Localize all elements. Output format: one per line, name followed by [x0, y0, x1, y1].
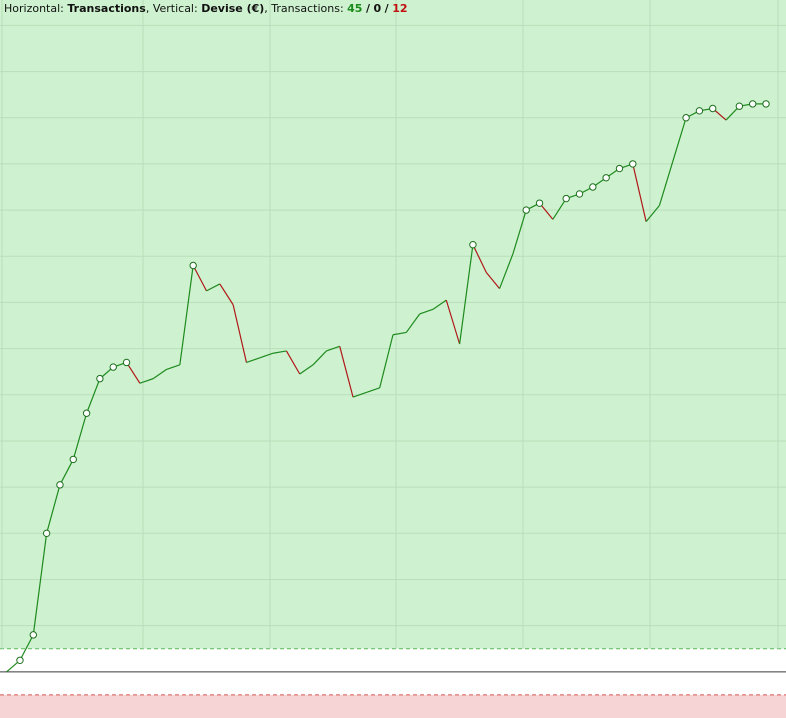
- segment-up: [152, 368, 167, 380]
- segment-up: [326, 345, 340, 352]
- segment-up: [366, 387, 380, 394]
- segment-up: [46, 484, 61, 534]
- trade-marker: [589, 183, 597, 191]
- trade-marker: [82, 409, 91, 417]
- segment-up: [86, 378, 101, 414]
- segment-up: [379, 334, 394, 389]
- segment-down: [339, 346, 354, 398]
- segment-up: [392, 331, 407, 336]
- comma-1: ,: [145, 2, 150, 15]
- segment-up: [672, 117, 687, 162]
- losses-count: 12: [392, 2, 408, 15]
- segment-up: [499, 253, 514, 289]
- trade-marker: [735, 102, 744, 110]
- trade-marker: [602, 174, 610, 182]
- segment-up: [432, 299, 447, 310]
- trade-marker: [189, 261, 197, 270]
- trade-marker: [522, 206, 530, 214]
- segment-up: [139, 378, 154, 384]
- trade-marker: [69, 455, 77, 464]
- segment-up: [552, 198, 567, 220]
- horizontal-value: Transactions: [67, 2, 146, 15]
- segment-up: [206, 283, 221, 292]
- segment-up: [459, 244, 474, 345]
- loss-zone: [0, 694, 786, 718]
- segment-up: [352, 391, 367, 398]
- sep-1: /: [365, 2, 370, 15]
- trade-marker: [562, 194, 570, 203]
- horizontal-label: Horizontal:: [4, 2, 64, 15]
- segment-up: [299, 364, 314, 375]
- segment-up: [72, 413, 88, 460]
- segment-up: [645, 205, 660, 223]
- segment-down: [285, 350, 301, 375]
- segment-down: [126, 362, 141, 384]
- grid: [0, 0, 786, 673]
- segment-up: [59, 459, 74, 486]
- trade-marker: [469, 241, 477, 249]
- segment-down: [472, 244, 487, 273]
- segment-up: [259, 352, 274, 359]
- segment-down: [485, 272, 501, 289]
- trade-marker: [682, 114, 690, 122]
- trade-marker: [762, 100, 770, 108]
- segment-up: [179, 265, 194, 365]
- trade-marker: [709, 104, 717, 113]
- trade-markers: [16, 100, 770, 664]
- profit-zone: [0, 0, 786, 649]
- trade-marker: [29, 631, 38, 639]
- segment-down: [445, 299, 461, 345]
- chart-header: Horizontal: Transactions, Vertical: Devi…: [4, 2, 408, 15]
- trade-marker: [535, 199, 544, 207]
- trade-marker: [748, 100, 757, 108]
- trade-marker: [56, 481, 64, 489]
- segment-up: [32, 533, 48, 635]
- comma-2: ,: [264, 2, 268, 15]
- segment-up: [419, 308, 434, 315]
- wins-count: 45: [347, 2, 363, 15]
- neutral-count: 0: [373, 2, 382, 15]
- trade-marker: [122, 358, 131, 367]
- vertical-label: Vertical:: [152, 2, 198, 15]
- segment-up: [166, 364, 181, 370]
- segment-down: [632, 163, 647, 222]
- trade-marker: [615, 164, 624, 173]
- segment-up: [512, 209, 527, 255]
- segment-up: [405, 313, 421, 333]
- segment-down: [232, 304, 248, 363]
- segment-up: [272, 350, 287, 354]
- segment-up: [246, 357, 260, 364]
- vertical-value: Devise (€): [201, 2, 265, 15]
- trade-marker: [42, 529, 51, 538]
- segment-up: [658, 161, 674, 206]
- trade-marker: [96, 374, 104, 383]
- transactions-label: Transactions:: [271, 2, 344, 15]
- trade-marker: [575, 190, 584, 198]
- trade-marker: [695, 107, 704, 115]
- sep-2: /: [384, 2, 389, 15]
- segment-up: [19, 634, 34, 661]
- segment-down: [219, 283, 234, 306]
- trade-marker: [16, 656, 24, 664]
- segment-up: [312, 350, 327, 366]
- segment-down: [192, 265, 208, 292]
- trade-marker: [629, 160, 637, 168]
- trade-marker: [109, 363, 117, 371]
